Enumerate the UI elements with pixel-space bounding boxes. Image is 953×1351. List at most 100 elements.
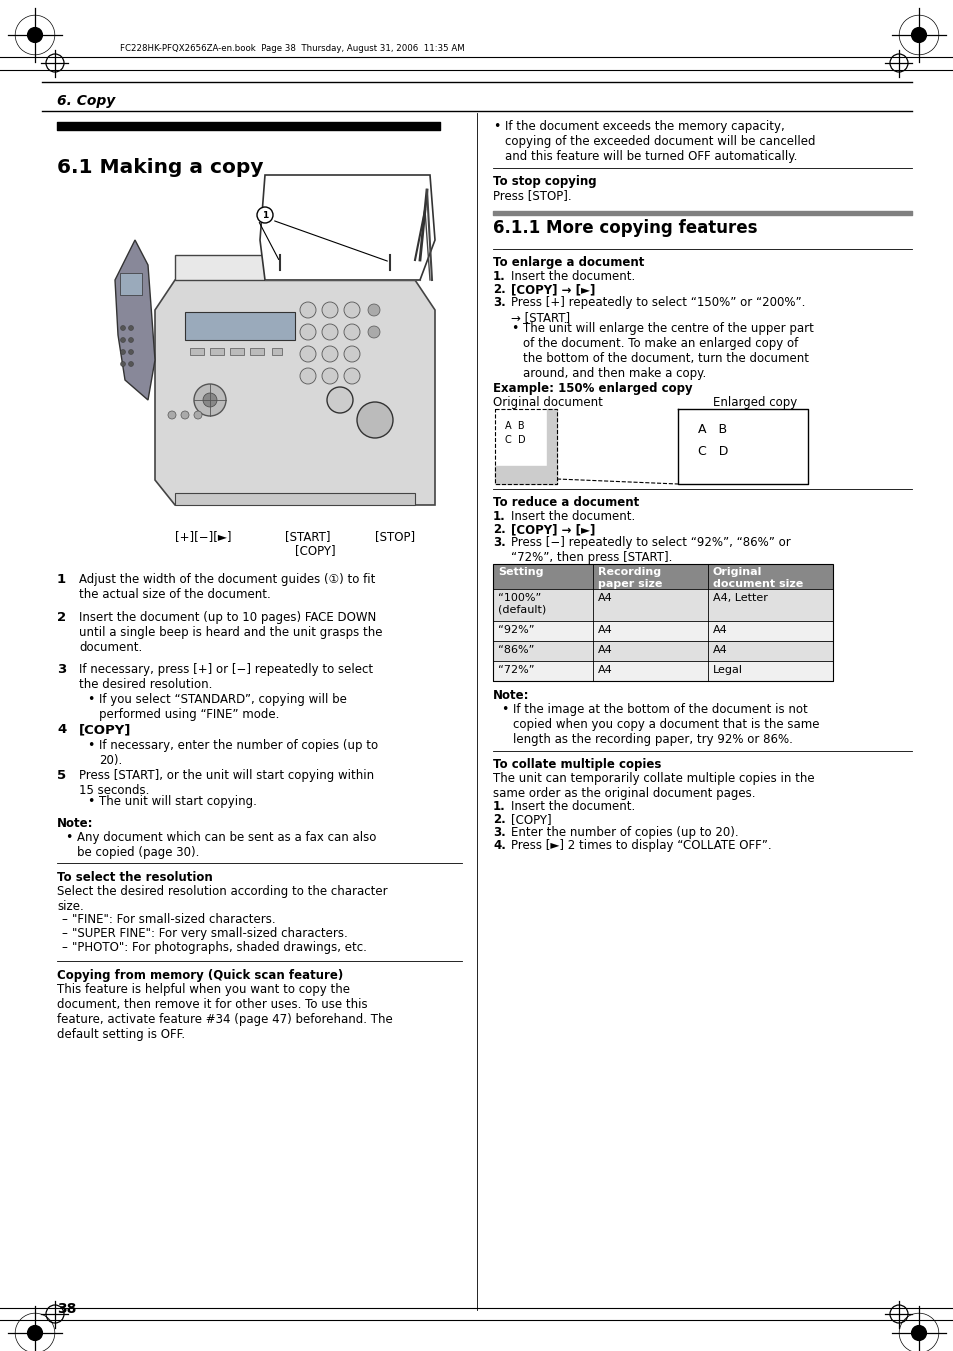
Text: Original document: Original document xyxy=(493,396,602,409)
Text: 2.: 2. xyxy=(493,813,505,825)
Circle shape xyxy=(356,403,393,438)
Text: 1.: 1. xyxy=(493,270,505,282)
Text: Enlarged copy: Enlarged copy xyxy=(712,396,797,409)
Text: 5: 5 xyxy=(57,769,66,782)
Text: [+][−][►]: [+][−][►] xyxy=(174,530,232,543)
Text: A4: A4 xyxy=(712,626,727,635)
Text: A  B: A B xyxy=(504,422,524,431)
Text: If necessary, enter the number of copies (up to
20).: If necessary, enter the number of copies… xyxy=(99,739,377,767)
Bar xyxy=(493,589,832,621)
Text: –: – xyxy=(61,913,67,925)
Bar xyxy=(493,563,832,681)
Text: Note:: Note: xyxy=(493,689,529,703)
Circle shape xyxy=(344,346,359,362)
Text: A4: A4 xyxy=(598,644,612,655)
Text: The unit can temporarily collate multiple copies in the
same order as the origin: The unit can temporarily collate multipl… xyxy=(493,771,814,800)
Circle shape xyxy=(322,303,337,317)
Text: “72%”: “72%” xyxy=(497,665,534,676)
Circle shape xyxy=(299,346,315,362)
Text: If you select “STANDARD”, copying will be
performed using “FINE” mode.: If you select “STANDARD”, copying will b… xyxy=(99,693,347,721)
Text: “100%”
(default): “100%” (default) xyxy=(497,593,546,615)
Text: Recording
paper size: Recording paper size xyxy=(598,567,661,589)
Circle shape xyxy=(344,324,359,340)
Text: 2.: 2. xyxy=(493,523,505,536)
Text: FC228HK-PFQX2656ZA-en.book  Page 38  Thursday, August 31, 2006  11:35 AM: FC228HK-PFQX2656ZA-en.book Page 38 Thurs… xyxy=(120,45,464,53)
Polygon shape xyxy=(115,240,154,400)
Text: •: • xyxy=(511,322,517,335)
Text: 3.: 3. xyxy=(493,296,505,309)
Polygon shape xyxy=(260,176,435,280)
Text: Original
document size: Original document size xyxy=(712,567,802,589)
Circle shape xyxy=(299,303,315,317)
Bar xyxy=(493,661,832,681)
Circle shape xyxy=(129,350,133,354)
Text: "SUPER FINE": For very small-sized characters.: "SUPER FINE": For very small-sized chara… xyxy=(71,927,348,940)
Text: Any document which can be sent as a fax can also
be copied (page 30).: Any document which can be sent as a fax … xyxy=(77,831,376,859)
Circle shape xyxy=(910,1325,926,1342)
Circle shape xyxy=(910,27,926,43)
Text: •: • xyxy=(500,703,508,716)
Circle shape xyxy=(203,393,216,407)
Text: 1: 1 xyxy=(262,211,268,219)
Circle shape xyxy=(322,324,337,340)
Polygon shape xyxy=(154,280,435,505)
Circle shape xyxy=(27,1325,43,1342)
Text: 38: 38 xyxy=(57,1302,76,1316)
Text: •: • xyxy=(65,831,72,844)
Text: 2: 2 xyxy=(57,611,66,624)
Text: Press [−] repeatedly to select “92%”, “86%” or
“72%”, then press [START].: Press [−] repeatedly to select “92%”, “8… xyxy=(511,536,790,563)
Circle shape xyxy=(327,386,353,413)
Text: Insert the document (up to 10 pages) FACE DOWN
until a single beep is heard and : Insert the document (up to 10 pages) FAC… xyxy=(79,611,382,654)
Text: To select the resolution: To select the resolution xyxy=(57,871,213,884)
Text: A4: A4 xyxy=(598,665,612,676)
Text: 4.: 4. xyxy=(493,839,505,852)
Text: [STOP]: [STOP] xyxy=(375,530,415,543)
Text: Example: 150% enlarged copy: Example: 150% enlarged copy xyxy=(493,382,692,394)
Text: 2.: 2. xyxy=(493,282,505,296)
Text: C  D: C D xyxy=(504,435,525,444)
Text: 3.: 3. xyxy=(493,825,505,839)
Circle shape xyxy=(120,362,126,366)
Text: 1: 1 xyxy=(57,573,66,586)
Circle shape xyxy=(181,411,189,419)
Text: [COPY]: [COPY] xyxy=(511,813,551,825)
Circle shape xyxy=(322,367,337,384)
Text: –: – xyxy=(61,942,67,954)
Text: To enlarge a document: To enlarge a document xyxy=(493,255,643,269)
Bar xyxy=(493,640,832,661)
Bar xyxy=(120,273,142,295)
Bar xyxy=(174,493,415,505)
Text: If necessary, press [+] or [−] repeatedly to select
the desired resolution.: If necessary, press [+] or [−] repeatedl… xyxy=(79,663,373,690)
Circle shape xyxy=(27,27,43,43)
Text: Press [+] repeatedly to select “150%” or “200%”.
→ [START]: Press [+] repeatedly to select “150%” or… xyxy=(511,296,804,324)
Text: A4: A4 xyxy=(598,626,612,635)
Text: [COPY] → [►]: [COPY] → [►] xyxy=(511,523,595,536)
Text: Select the desired resolution according to the character
size.: Select the desired resolution according … xyxy=(57,885,387,913)
Circle shape xyxy=(120,338,126,343)
Circle shape xyxy=(193,384,226,416)
Text: Press [►] 2 times to display “COLLATE OFF”.: Press [►] 2 times to display “COLLATE OF… xyxy=(511,839,771,852)
Text: •: • xyxy=(493,120,500,132)
Text: If the image at the bottom of the document is not
copied when you copy a documen: If the image at the bottom of the docume… xyxy=(513,703,819,746)
Text: 6.1 Making a copy: 6.1 Making a copy xyxy=(57,158,263,177)
Text: Copying from memory (Quick scan feature): Copying from memory (Quick scan feature) xyxy=(57,969,343,982)
Text: Press [START], or the unit will start copying within
15 seconds.: Press [START], or the unit will start co… xyxy=(79,769,374,797)
Text: 3.: 3. xyxy=(493,536,505,549)
Text: [START]: [START] xyxy=(285,530,330,543)
Text: "FINE": For small-sized characters.: "FINE": For small-sized characters. xyxy=(71,913,275,925)
Text: [COPY]: [COPY] xyxy=(294,544,335,557)
Text: 4: 4 xyxy=(57,723,66,736)
Text: 3: 3 xyxy=(57,663,66,676)
Circle shape xyxy=(120,350,126,354)
Circle shape xyxy=(322,346,337,362)
Text: 1.: 1. xyxy=(493,509,505,523)
Text: 6.1.1 More copying features: 6.1.1 More copying features xyxy=(493,219,757,236)
Text: Setting: Setting xyxy=(497,567,543,577)
Circle shape xyxy=(344,303,359,317)
Text: Press [STOP].: Press [STOP]. xyxy=(493,189,571,203)
Text: Insert the document.: Insert the document. xyxy=(511,509,635,523)
Circle shape xyxy=(193,411,202,419)
Bar xyxy=(493,563,832,589)
Text: The unit will start copying.: The unit will start copying. xyxy=(99,794,256,808)
Circle shape xyxy=(129,362,133,366)
